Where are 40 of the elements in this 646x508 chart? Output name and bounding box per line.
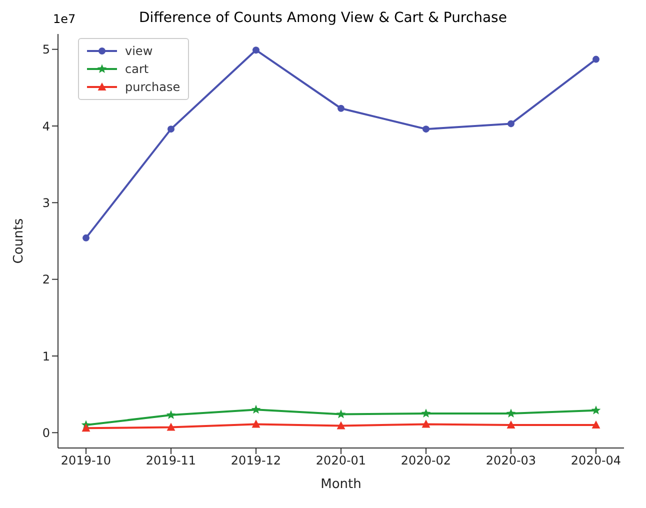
x-tick-label: 2020-01 bbox=[316, 454, 366, 468]
chart-title: Difference of Counts Among View & Cart & Purchase bbox=[139, 10, 507, 26]
point bbox=[591, 406, 601, 414]
y-tick-label: 4 bbox=[42, 119, 50, 134]
point bbox=[421, 408, 431, 418]
y-tick-label: 0 bbox=[42, 426, 50, 440]
y-tick-label: 5 bbox=[42, 42, 50, 57]
y-tick-label: 1 bbox=[42, 349, 50, 364]
point bbox=[166, 422, 176, 431]
x-tick-label: 2020-04 bbox=[570, 454, 622, 468]
legend-label: cart bbox=[125, 62, 149, 76]
text: 1e7 bbox=[53, 12, 76, 26]
point bbox=[168, 126, 174, 133]
point bbox=[251, 404, 261, 414]
legend-label: purchase bbox=[125, 80, 180, 94]
point bbox=[82, 234, 90, 242]
point bbox=[82, 424, 90, 432]
x-tick-label: 2019-11 bbox=[146, 454, 196, 468]
point bbox=[252, 420, 260, 428]
point bbox=[508, 120, 514, 128]
x-tick-label: 2019-10 bbox=[60, 454, 112, 468]
x-tick-label: 2020-02 bbox=[400, 454, 452, 468]
point bbox=[338, 104, 344, 112]
x-tick-label: 2020-03 bbox=[486, 454, 536, 468]
y-tick-label: 2 bbox=[42, 272, 50, 287]
legend-label: view bbox=[125, 44, 153, 58]
point bbox=[422, 126, 430, 133]
point bbox=[506, 420, 516, 428]
point bbox=[336, 409, 346, 418]
point bbox=[592, 420, 600, 428]
point bbox=[506, 408, 516, 418]
point bbox=[166, 410, 176, 419]
point bbox=[252, 46, 260, 54]
x-tick-label: 2019-12 bbox=[230, 454, 282, 468]
point bbox=[336, 421, 346, 430]
point bbox=[422, 420, 430, 428]
y-axis-title: Counts bbox=[12, 218, 27, 264]
x-axis-title: Month bbox=[320, 477, 362, 492]
y-tick-label: 3 bbox=[42, 196, 50, 210]
point bbox=[592, 56, 600, 63]
